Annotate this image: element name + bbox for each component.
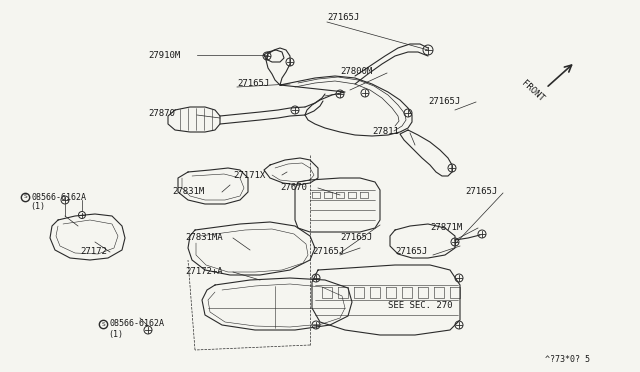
- Text: 27871M: 27871M: [430, 224, 462, 232]
- Text: 27831MA: 27831MA: [185, 234, 223, 243]
- Text: 27165J: 27165J: [428, 96, 460, 106]
- Text: 27171X: 27171X: [233, 170, 265, 180]
- Text: 27910M: 27910M: [148, 51, 180, 60]
- Text: 27670: 27670: [280, 183, 307, 192]
- Text: 27165J: 27165J: [465, 187, 497, 196]
- Text: (1): (1): [108, 330, 123, 339]
- Text: 27165J: 27165J: [237, 80, 269, 89]
- Text: 27165J: 27165J: [340, 234, 372, 243]
- Text: 08566-6162A: 08566-6162A: [32, 192, 87, 202]
- Text: S: S: [101, 321, 105, 327]
- Text: 27831M: 27831M: [172, 187, 204, 196]
- Text: 27165J: 27165J: [327, 13, 359, 22]
- Text: 08566-6162A: 08566-6162A: [110, 320, 165, 328]
- Text: 27870: 27870: [148, 109, 175, 118]
- Text: 27165J: 27165J: [312, 247, 344, 257]
- Text: 27165J: 27165J: [395, 247, 428, 257]
- Text: 27172: 27172: [80, 247, 107, 257]
- Text: S: S: [23, 195, 27, 199]
- Text: 27811: 27811: [372, 126, 399, 135]
- Text: 27800M: 27800M: [340, 67, 372, 77]
- Text: SEE SEC. 270: SEE SEC. 270: [388, 301, 452, 310]
- Text: 27172+A: 27172+A: [185, 267, 223, 276]
- Text: FRONT: FRONT: [520, 78, 546, 103]
- Text: ^?73*0? 5: ^?73*0? 5: [545, 356, 590, 365]
- Text: (1): (1): [30, 202, 45, 212]
